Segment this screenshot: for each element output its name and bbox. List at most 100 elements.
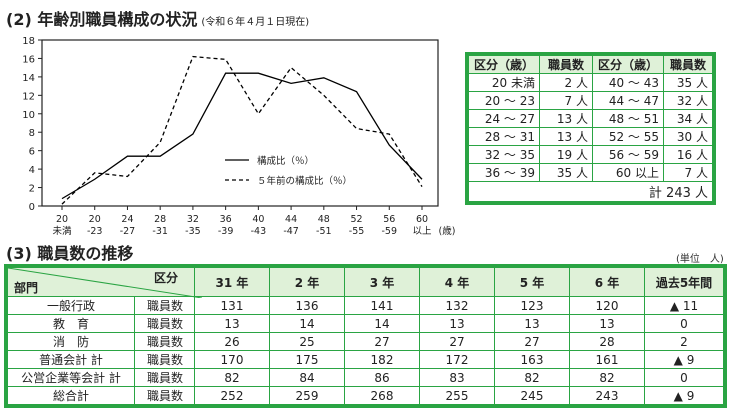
age-range-cell: 32 ～ 35: [468, 145, 540, 164]
section3-title: (3) 職員数の推移: [6, 244, 134, 263]
value-cell: 83: [419, 368, 495, 387]
corner-header: 区分 部門: [7, 267, 202, 298]
x-tick-label: -43: [251, 226, 267, 237]
dept-cell: 一般行政: [7, 296, 135, 315]
staff-count-cell: 16 人: [663, 145, 713, 164]
dept-cell: 消 防: [7, 332, 135, 351]
x-tick-label: 未満: [52, 225, 72, 237]
row-label-cell: 職員数: [134, 332, 195, 351]
x-tick-label: 40: [252, 214, 264, 225]
row-label-cell: 職員数: [134, 350, 195, 369]
x-tick-label: 28: [154, 214, 166, 225]
age-range-cell: 20 ～ 23: [468, 91, 540, 110]
legend-label: 構成比（％）: [257, 155, 314, 167]
value-cell: 86: [344, 368, 420, 387]
age-table-row: 36 ～ 39 35 人 60 以上 7 人: [468, 163, 713, 182]
value-cell: 26: [194, 332, 270, 351]
series-line-5yrs-ago: [61, 55, 423, 205]
y-tick-label: 8: [29, 128, 35, 139]
value-cell: 84: [269, 368, 345, 387]
y-tick-label: 12: [22, 91, 35, 102]
staff-table-row: 総合計 職員数 252 259 268 255 245 243 ▲ 9: [7, 386, 724, 405]
year-header: 3 年: [344, 267, 420, 297]
staff-table: 区分 部門 31 年 2 年 3 年 4 年 5 年 6 年 過去5年間 一般行…: [4, 264, 727, 408]
age-table-row: 28 ～ 31 13 人 52 ～ 55 30 人: [468, 127, 713, 146]
row-label-cell: 職員数: [134, 314, 195, 333]
value-cell: 13: [569, 314, 645, 333]
change-cell: ▲ 11: [644, 296, 724, 315]
x-tick-label: 20: [56, 214, 68, 225]
age-range-cell: 44 ～ 47: [592, 91, 664, 110]
x-tick-label: -31: [152, 226, 168, 237]
year-header: 2 年: [269, 267, 345, 297]
age-range-cell: 24 ～ 27: [468, 109, 540, 128]
value-cell: 255: [419, 386, 495, 405]
x-tick-label: -39: [218, 226, 234, 237]
change-cell: ▲ 9: [644, 350, 724, 369]
value-cell: 82: [194, 368, 270, 387]
value-cell: 131: [194, 296, 270, 315]
staff-table-row: 教 育職員数 13 14 14 13 13 13 0: [7, 314, 724, 333]
staff-table-row: 一般行政 職員数 131 136 141 132 123 120 ▲ 11: [7, 296, 724, 315]
section2-heading: (2) 年齢別職員構成の状況 (令和６年４月１日現在): [6, 6, 309, 30]
value-cell: 82: [569, 368, 645, 387]
staff-count-cell: 2 人: [539, 73, 593, 92]
age-range-cell: 40 ～ 43: [592, 73, 664, 92]
value-cell: 172: [419, 350, 495, 369]
unit-note: (単位 人): [676, 254, 724, 265]
value-cell: 120: [569, 296, 645, 315]
staff-count-cell: 7 人: [539, 91, 593, 110]
value-cell: 123: [494, 296, 570, 315]
y-tick-label: 0: [29, 202, 35, 213]
age-table-header: 区分（歳）: [468, 55, 540, 74]
value-cell: 82: [494, 368, 570, 387]
value-cell: 175: [269, 350, 345, 369]
value-cell: 252: [194, 386, 270, 405]
corner-bottom-label: 部門: [14, 281, 39, 295]
y-tick-label: 6: [29, 147, 35, 158]
y-tick-label: 16: [22, 54, 35, 65]
x-tick-label: -27: [120, 226, 136, 237]
change-cell: 0: [644, 314, 724, 333]
value-cell: 136: [269, 296, 345, 315]
change-cell: ▲ 9: [644, 386, 724, 405]
value-cell: 163: [494, 350, 570, 369]
age-table-header-row: 区分（歳） 職員数 区分（歳） 職員数: [468, 55, 713, 74]
x-tick-label: 48: [318, 214, 330, 225]
value-cell: 14: [344, 314, 420, 333]
year-header: 6 年: [569, 267, 645, 297]
x-tick-label: 20: [89, 214, 101, 225]
row-label-cell: 職員数: [134, 368, 195, 387]
x-tick-label: 44: [285, 214, 297, 225]
y-tick-label: 10: [22, 110, 35, 121]
x-tick-label: 32: [187, 214, 199, 225]
value-cell: 14: [269, 314, 345, 333]
row-label-cell: 職員数: [134, 386, 195, 405]
value-cell: 259: [269, 386, 345, 405]
staff-count-cell: 19 人: [539, 145, 593, 164]
change-cell: 2: [644, 332, 724, 351]
value-cell: 132: [419, 296, 495, 315]
age-table-header: 区分（歳）: [592, 55, 664, 74]
x-tick-label: 52: [350, 214, 362, 225]
staff-count-cell: 35 人: [663, 73, 713, 92]
staff-table-row: 公営企業等会計 計職員数 82 84 86 83 82 82 0: [7, 368, 724, 387]
x-tick-label: -35: [185, 226, 201, 237]
age-range-cell: 48 ～ 51: [592, 109, 664, 128]
year-header: 4 年: [419, 267, 495, 297]
year-header: 31 年: [194, 267, 270, 297]
x-tick-label: 36: [220, 214, 232, 225]
age-table-total: 計 243 人: [468, 181, 713, 202]
x-tick-label: -47: [283, 226, 299, 237]
value-cell: 13: [494, 314, 570, 333]
staff-count-cell: 35 人: [539, 163, 593, 182]
age-table-row: 32 ～ 35 19 人 56 ～ 59 16 人: [468, 145, 713, 164]
legend-label: ５年前の構成比（％）: [257, 175, 352, 187]
age-table-total-row: 計 243 人: [468, 181, 713, 202]
x-tick-label: 60: [416, 214, 428, 225]
x-tick-label: -23: [87, 226, 103, 237]
value-cell: 182: [344, 350, 420, 369]
dept-cell: 普通会計 計: [7, 350, 135, 369]
value-cell: 28: [569, 332, 645, 351]
value-cell: 141: [344, 296, 420, 315]
